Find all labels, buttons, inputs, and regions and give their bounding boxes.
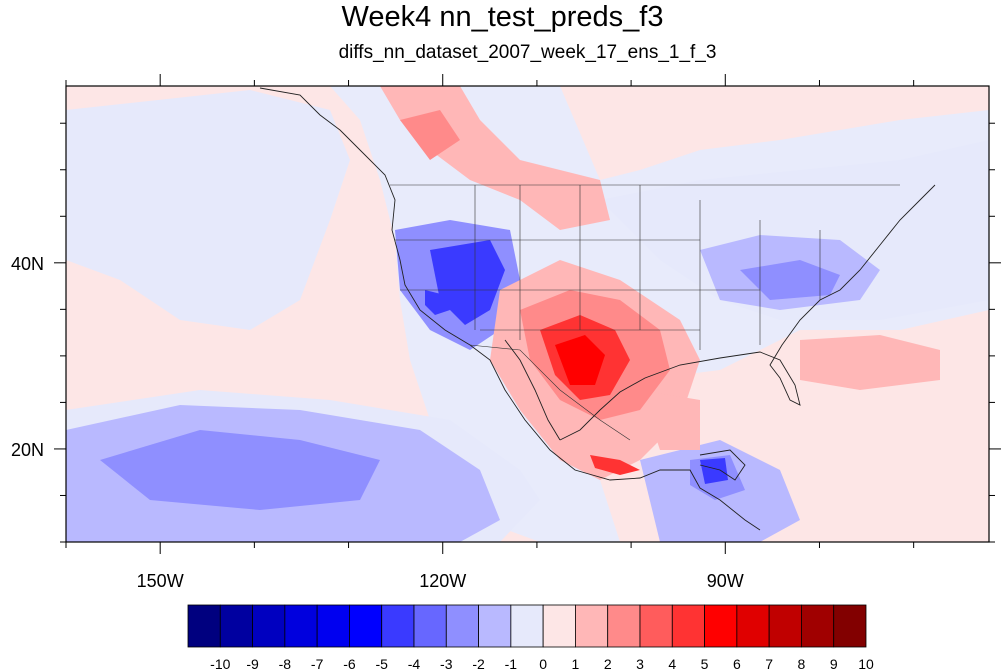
- x-axis: 150W 120W 90W: [65, 74, 915, 591]
- colorbar-label: -5: [375, 656, 388, 672]
- west-coast-line: [259, 87, 761, 531]
- x-tick-label: 90W: [707, 571, 744, 591]
- colorbar-label: 9: [830, 656, 838, 672]
- yucatan-line: [699, 449, 746, 481]
- colorbar-label: -7: [311, 656, 324, 672]
- colorbar-swatch: [768, 604, 802, 648]
- pacific-strong-negative-region: [100, 430, 380, 510]
- colorbar-swatch: [381, 604, 415, 648]
- positive-anomaly-extreme: [555, 335, 605, 385]
- colorbar-swatch: [801, 604, 835, 648]
- colorbar-swatch: [671, 604, 705, 648]
- colorbar-label: 2: [604, 656, 612, 672]
- colorbar-label: -3: [440, 656, 453, 672]
- colorbar-swatch: [575, 604, 609, 648]
- coastlines: [259, 87, 936, 531]
- gulf-of-honduras-core: [700, 458, 728, 484]
- nevada-utah-core: [430, 240, 505, 325]
- colorbar-swatch: [316, 604, 350, 648]
- colorbar-label: -6: [343, 656, 356, 672]
- colorbar-swatch: [639, 604, 673, 648]
- gulf-and-east-coast-line: [559, 184, 936, 441]
- colorbar-swatch: [445, 604, 479, 648]
- west-texas-core: [555, 335, 605, 385]
- baja-california-line: [504, 339, 561, 441]
- map-frame: [65, 85, 990, 543]
- state-borders: [390, 184, 900, 441]
- colorbar-label: 5: [701, 656, 709, 672]
- colorbar-swatch: [510, 604, 544, 648]
- x-tick-label: 150W: [137, 571, 184, 591]
- colorbar-label: 1: [572, 656, 580, 672]
- colorbar-swatch: [413, 604, 447, 648]
- colorbar-label: 7: [765, 656, 773, 672]
- colorbar-swatch: [607, 604, 641, 648]
- colorbar-swatch: [478, 604, 512, 648]
- western-gulf-positive-region: [640, 390, 700, 450]
- y-axis: 40N 20N: [11, 122, 1001, 543]
- colorbar: -10 -9 -8 -7 -6 -5 -4 -3 -2 -1 0 1 2 3 4 5 6 7 8 9 10: [187, 604, 874, 672]
- colorbar-swatch: [252, 604, 286, 648]
- colorbar-label: 10: [858, 656, 874, 672]
- colorbar-swatch: [284, 604, 318, 648]
- colorbar-swatch: [736, 604, 770, 648]
- colorbar-label: 0: [539, 656, 547, 672]
- anomaly-field: [66, 86, 989, 542]
- colorbar-label: -4: [408, 656, 421, 672]
- map-subtitle: diffs_nn_dataset_2007_week_17_ens_1_f_3: [338, 42, 717, 63]
- colorbar-label: 6: [733, 656, 741, 672]
- colorbar-swatch: [219, 604, 253, 648]
- southeast-atlantic-positive-region: [800, 335, 940, 390]
- colorbar-swatch: [542, 604, 576, 648]
- british-columbia-positive: [400, 110, 460, 160]
- state-lines-horizontal: [395, 239, 760, 331]
- california-core: [425, 290, 450, 315]
- appalachian-negative-region: [740, 260, 840, 300]
- colorbar-label: 3: [636, 656, 644, 672]
- colorbar-label: 8: [798, 656, 806, 672]
- y-tick-label: 40N: [11, 254, 44, 274]
- mexico-coast-core: [590, 455, 640, 475]
- colorbar-swatch: [704, 604, 738, 648]
- colorbar-label: -10: [210, 656, 230, 672]
- northeast-pacific-negative-region: [66, 90, 350, 330]
- state-lines-vertical: [474, 185, 821, 350]
- colorbar-label: -1: [505, 656, 518, 672]
- colorbar-swatch: [833, 604, 867, 648]
- colorbar-swatch: [187, 604, 221, 648]
- colorbar-label: 4: [668, 656, 676, 672]
- canada-positive-region: [560, 86, 989, 180]
- us-mexico-border: [469, 344, 631, 441]
- map-title: Week4 nn_test_preds_f3: [341, 1, 664, 33]
- colorbar-label: -2: [472, 656, 485, 672]
- negative-anomaly-very-strong: [425, 240, 728, 484]
- colorbar-swatch: [349, 604, 383, 648]
- x-tick-label: 120W: [419, 571, 466, 591]
- colorbar-label: -9: [246, 656, 259, 672]
- colorbar-label: -8: [279, 656, 292, 672]
- y-tick-label: 20N: [11, 440, 44, 460]
